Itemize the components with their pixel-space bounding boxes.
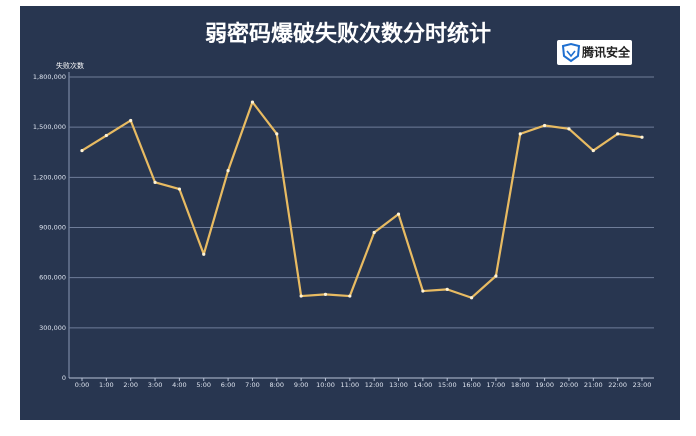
x-tick-label: 5:00 [196, 381, 211, 389]
x-tick-label: 23:00 [633, 381, 652, 389]
x-tick-label: 2:00 [123, 381, 138, 389]
data-point [104, 133, 108, 138]
x-tick-label: 22:00 [608, 381, 627, 389]
data-point [129, 118, 133, 123]
data-point [567, 127, 571, 131]
x-tick-label: 17:00 [487, 381, 506, 389]
data-point [153, 180, 157, 184]
y-tick-label: 1,500,000 [33, 123, 66, 131]
x-tick-label: 3:00 [148, 381, 163, 389]
data-point [640, 135, 644, 139]
y-tick-label: 600,000 [39, 274, 66, 282]
data-point [226, 169, 230, 173]
x-tick-label: 18:00 [511, 381, 530, 389]
data-point [372, 230, 376, 235]
data-point [421, 289, 425, 293]
y-tick-label: 0 [62, 374, 66, 382]
data-point [494, 274, 498, 278]
y-axis-title: 失败次数 [56, 61, 84, 70]
x-tick-label: 16:00 [462, 381, 481, 389]
chart-background [20, 6, 680, 420]
chart-title: 弱密码爆破失败次数分时统计 [205, 21, 491, 47]
x-tick-label: 0:00 [75, 381, 90, 389]
y-tick-label: 1,200,000 [33, 173, 66, 181]
data-point [348, 294, 352, 298]
x-tick-label: 21:00 [584, 381, 603, 389]
data-point [445, 287, 449, 291]
x-tick-label: 11:00 [340, 381, 359, 389]
series-line [81, 100, 643, 299]
data-point [616, 132, 620, 136]
x-tick-label: 10:00 [316, 381, 335, 389]
data-point [518, 132, 522, 136]
x-tick-label: 20:00 [560, 381, 579, 389]
data-point [299, 294, 303, 298]
logo-icon-mark [566, 50, 576, 58]
y-tick-label: 1,800,000 [33, 73, 66, 81]
x-tick-label: 4:00 [172, 381, 187, 389]
logo-icon [561, 42, 581, 63]
y-tick-label: 300,000 [39, 324, 66, 332]
x-tick-label: 15:00 [438, 381, 457, 389]
x-tick-label: 7:00 [245, 381, 260, 389]
x-tick-label: 19:00 [535, 381, 554, 389]
data-point [275, 132, 279, 136]
x-tick-label: 12:00 [365, 381, 384, 389]
x-tick-label: 6:00 [221, 381, 236, 389]
data-point [469, 296, 474, 300]
data-point [323, 292, 328, 296]
x-tick-label: 13:00 [389, 381, 408, 389]
data-point [543, 123, 547, 128]
data-point [396, 212, 401, 216]
x-tick-label: 9:00 [294, 381, 309, 389]
data-point [591, 148, 595, 153]
logo-text: 腾讯安全 [581, 45, 631, 60]
y-tick-label: 900,000 [39, 224, 66, 232]
data-point [177, 187, 181, 191]
x-tick-label: 14:00 [414, 381, 433, 389]
data-point [80, 148, 84, 153]
x-tick-label: 8:00 [269, 381, 284, 389]
x-tick-label: 1:00 [99, 381, 114, 389]
data-point [250, 100, 255, 104]
data-point [202, 252, 206, 256]
